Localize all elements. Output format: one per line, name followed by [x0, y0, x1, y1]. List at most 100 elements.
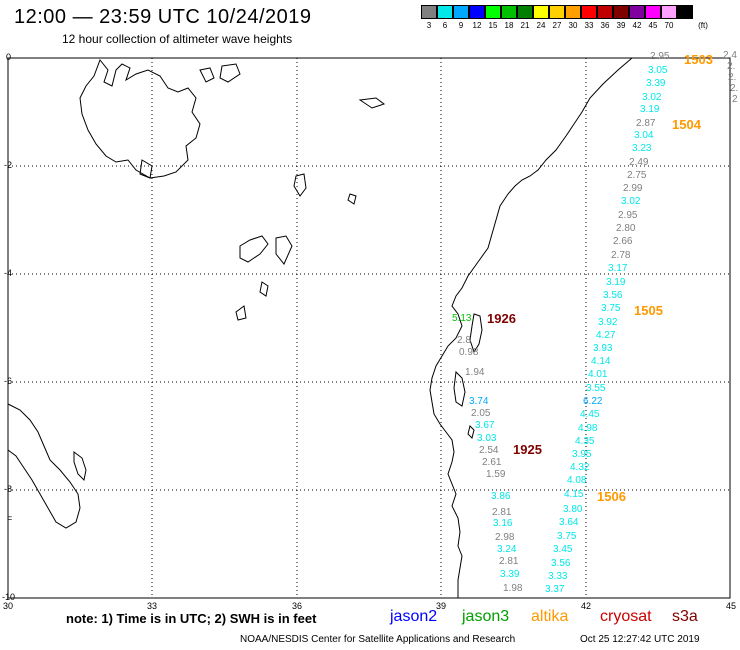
credit-line: NOAA/NESDIS Center for Satellite Applica… — [240, 634, 516, 645]
wave-height-value: 3.39 — [646, 78, 666, 89]
wave-height-value: 3.19 — [640, 104, 660, 115]
map-frame — [7, 57, 731, 599]
wave-height-value: 3.19 — [606, 277, 626, 288]
wave-height-value: 2.81 — [492, 507, 512, 518]
wave-height-value: 3.45 — [553, 544, 573, 555]
graticule — [8, 58, 730, 598]
wave-height-value: 3.17 — [608, 263, 628, 274]
pass-label-1926: 1926 — [487, 311, 516, 326]
wave-height-value: 1.59 — [486, 469, 506, 480]
legend-swatch — [453, 5, 469, 19]
wave-height-value: 3.56 — [603, 290, 623, 301]
wave-height-value: 3.92 — [598, 317, 618, 328]
wave-height-value: 4.35 — [575, 436, 595, 447]
satellite-altika: altika — [531, 608, 569, 625]
lon-label-36: 36 — [292, 601, 303, 611]
wave-height-value: 2 — [732, 94, 738, 105]
wave-height-value: 3.75 — [601, 303, 621, 314]
legend-label: 21 — [520, 21, 530, 30]
legend-label: 70 — [664, 21, 674, 30]
wave-height-value: 3.16 — [493, 518, 513, 529]
legend-swatch — [501, 5, 517, 19]
wave-height-value: 5.13 — [452, 313, 472, 324]
legend-label: 6 — [442, 21, 448, 30]
zanzibar-island — [453, 370, 466, 407]
lake-victoria-islets — [199, 63, 241, 83]
satellite-s3a: s3a — [672, 608, 698, 625]
mafia-island — [467, 425, 475, 439]
legend-swatch — [437, 5, 453, 19]
wave-height-value: 2.99 — [623, 183, 643, 194]
wave-height-value: 2.75 — [627, 170, 647, 181]
wave-height-value: 0.98 — [459, 347, 479, 358]
legend-swatch — [421, 5, 437, 19]
pass-label-1505: 1505 — [634, 303, 663, 318]
legend-label: 12 — [472, 21, 482, 30]
legend-label: 3 — [426, 21, 432, 30]
legend-label: 24 — [536, 21, 546, 30]
lake-small-2 — [293, 173, 307, 197]
wave-height-value: 3.56 — [551, 558, 571, 569]
lat-label-0: 0 — [6, 52, 12, 62]
wave-height-value: 4.15 — [564, 489, 584, 500]
wave-height-value: 2.95 — [650, 51, 670, 62]
legend-swatch — [677, 5, 693, 19]
lon-label-45: 45 — [726, 601, 737, 611]
wave-height-value: 3.02 — [621, 196, 641, 207]
satellite-cryosat: cryosat — [600, 608, 652, 625]
lon-label-39: 39 — [436, 601, 447, 611]
wave-height-value: 3.80 — [563, 504, 583, 515]
lon-label-30: 30 — [3, 601, 14, 611]
satellite-jason3: jason3 — [462, 608, 510, 625]
wave-height-value: 2. — [727, 61, 736, 72]
wave-height-value: 3.93 — [593, 343, 613, 354]
lat-label-m10: -10 — [2, 592, 16, 602]
pass-label-1925: 1925 — [513, 442, 542, 457]
lat-tick-marker: = — [7, 513, 13, 523]
lake-small-1 — [358, 97, 386, 109]
wave-height-value: 2.05 — [471, 408, 491, 419]
wave-height-value: 4.27 — [596, 330, 616, 341]
legend-label: 27 — [552, 21, 562, 30]
wave-height-value: 3.05 — [648, 65, 668, 76]
legend-swatch — [629, 5, 645, 19]
lake-small-7 — [259, 281, 269, 297]
wave-height-value: 2.49 — [629, 157, 649, 168]
wave-height-value: 2.8 — [457, 335, 471, 346]
lat-label-m6: -6 — [4, 376, 13, 386]
wave-height-value: 2. — [730, 83, 739, 94]
map-title: 12:00 — 23:59 UTC 10/24/2019 — [14, 6, 312, 28]
footer-note: note: 1) Time is in UTC; 2) SWH is in fe… — [66, 611, 317, 626]
legend-swatches — [421, 5, 713, 19]
wave-height-value: 3.04 — [634, 130, 654, 141]
lat-label-m4: -4 — [4, 268, 13, 278]
legend-label: 42 — [632, 21, 642, 30]
pass-label-1503: 1503 — [684, 52, 713, 67]
legend-swatch — [565, 5, 581, 19]
wave-height-value: 3.39 — [500, 569, 520, 580]
wave-height-value: 2.87 — [636, 118, 656, 129]
legend-swatch — [549, 5, 565, 19]
legend-swatch — [517, 5, 533, 19]
wave-height-value: 3.33 — [548, 571, 568, 582]
lake-rukwa — [73, 451, 87, 482]
wave-height-value: 1.98 — [503, 583, 523, 594]
legend-label: 15 — [488, 21, 498, 30]
wave-height-value: 3.67 — [475, 420, 495, 431]
wave-height-value: 3.95 — [572, 449, 592, 460]
legend-labels: 3 6 9 12 15 18 21 24 27 30 33 36 39 42 45 70 (ft) — [421, 19, 713, 30]
legend-label: 33 — [584, 21, 594, 30]
legend-swatch — [533, 5, 549, 19]
lake-small-3 — [239, 235, 269, 263]
wave-height-value: 6.22 — [583, 396, 603, 407]
wave-height-value: 3.37 — [545, 584, 565, 595]
legend-swatch — [613, 5, 629, 19]
legend-label: 45 — [648, 21, 658, 30]
lake-tanganyika — [7, 403, 81, 529]
wave-height-value: 3.64 — [559, 517, 579, 528]
wave-height-value: 1.94 — [465, 367, 485, 378]
lake-small-5 — [347, 193, 357, 205]
map-subtitle: 12 hour collection of altimeter wave hei… — [62, 32, 293, 46]
wave-height-value: 2.78 — [611, 250, 631, 261]
